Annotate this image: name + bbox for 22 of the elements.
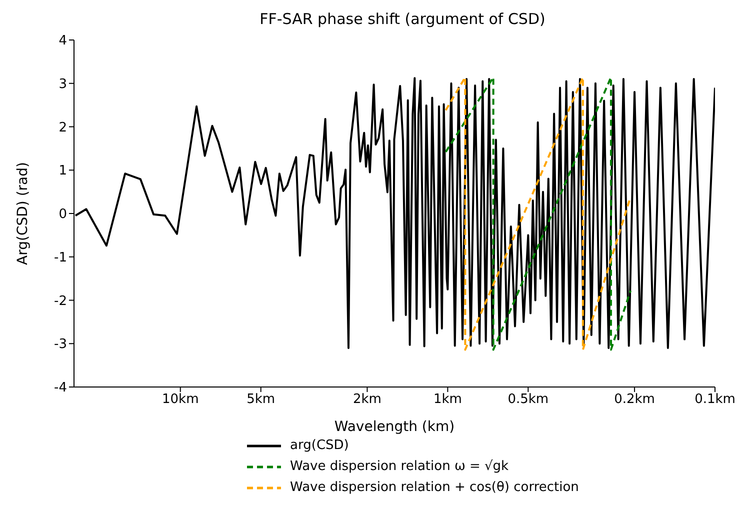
x-tick-label: 1km [433,392,462,408]
y-tick-label: -1 [54,250,67,266]
y-tick-label: 0 [58,207,67,222]
x-tick-label: 5km [246,392,276,408]
y-axis-title: Arg(CSD) (rad) [14,162,31,265]
x-tick-label: 0.5km [508,392,549,408]
x-axis-title: Wavelength (km) [334,419,455,435]
x-tick-label: 2km [352,392,382,408]
y-tick-label: 4 [58,34,67,49]
x-tick-label: 0.1km [694,392,736,408]
y-tick-label: 2 [58,120,67,136]
y-tick-label: -3 [54,337,67,352]
y-tick-label: -2 [54,294,67,309]
legend-label: Wave dispersion relation ω = √gk [290,458,509,476]
x-tick-label: 10km [162,392,199,408]
y-tick-label: 1 [58,164,67,179]
x-tick-label: 0.2km [614,392,655,408]
legend-label: Wave dispersion relation + cos(θ) correction [290,479,579,497]
chart-title: FF-SAR phase shift (argument of CSD) [258,9,546,30]
legend-label: arg(CSD) [290,437,349,455]
y-tick-label: 3 [58,76,67,92]
y-tick-label: -4 [54,380,67,396]
